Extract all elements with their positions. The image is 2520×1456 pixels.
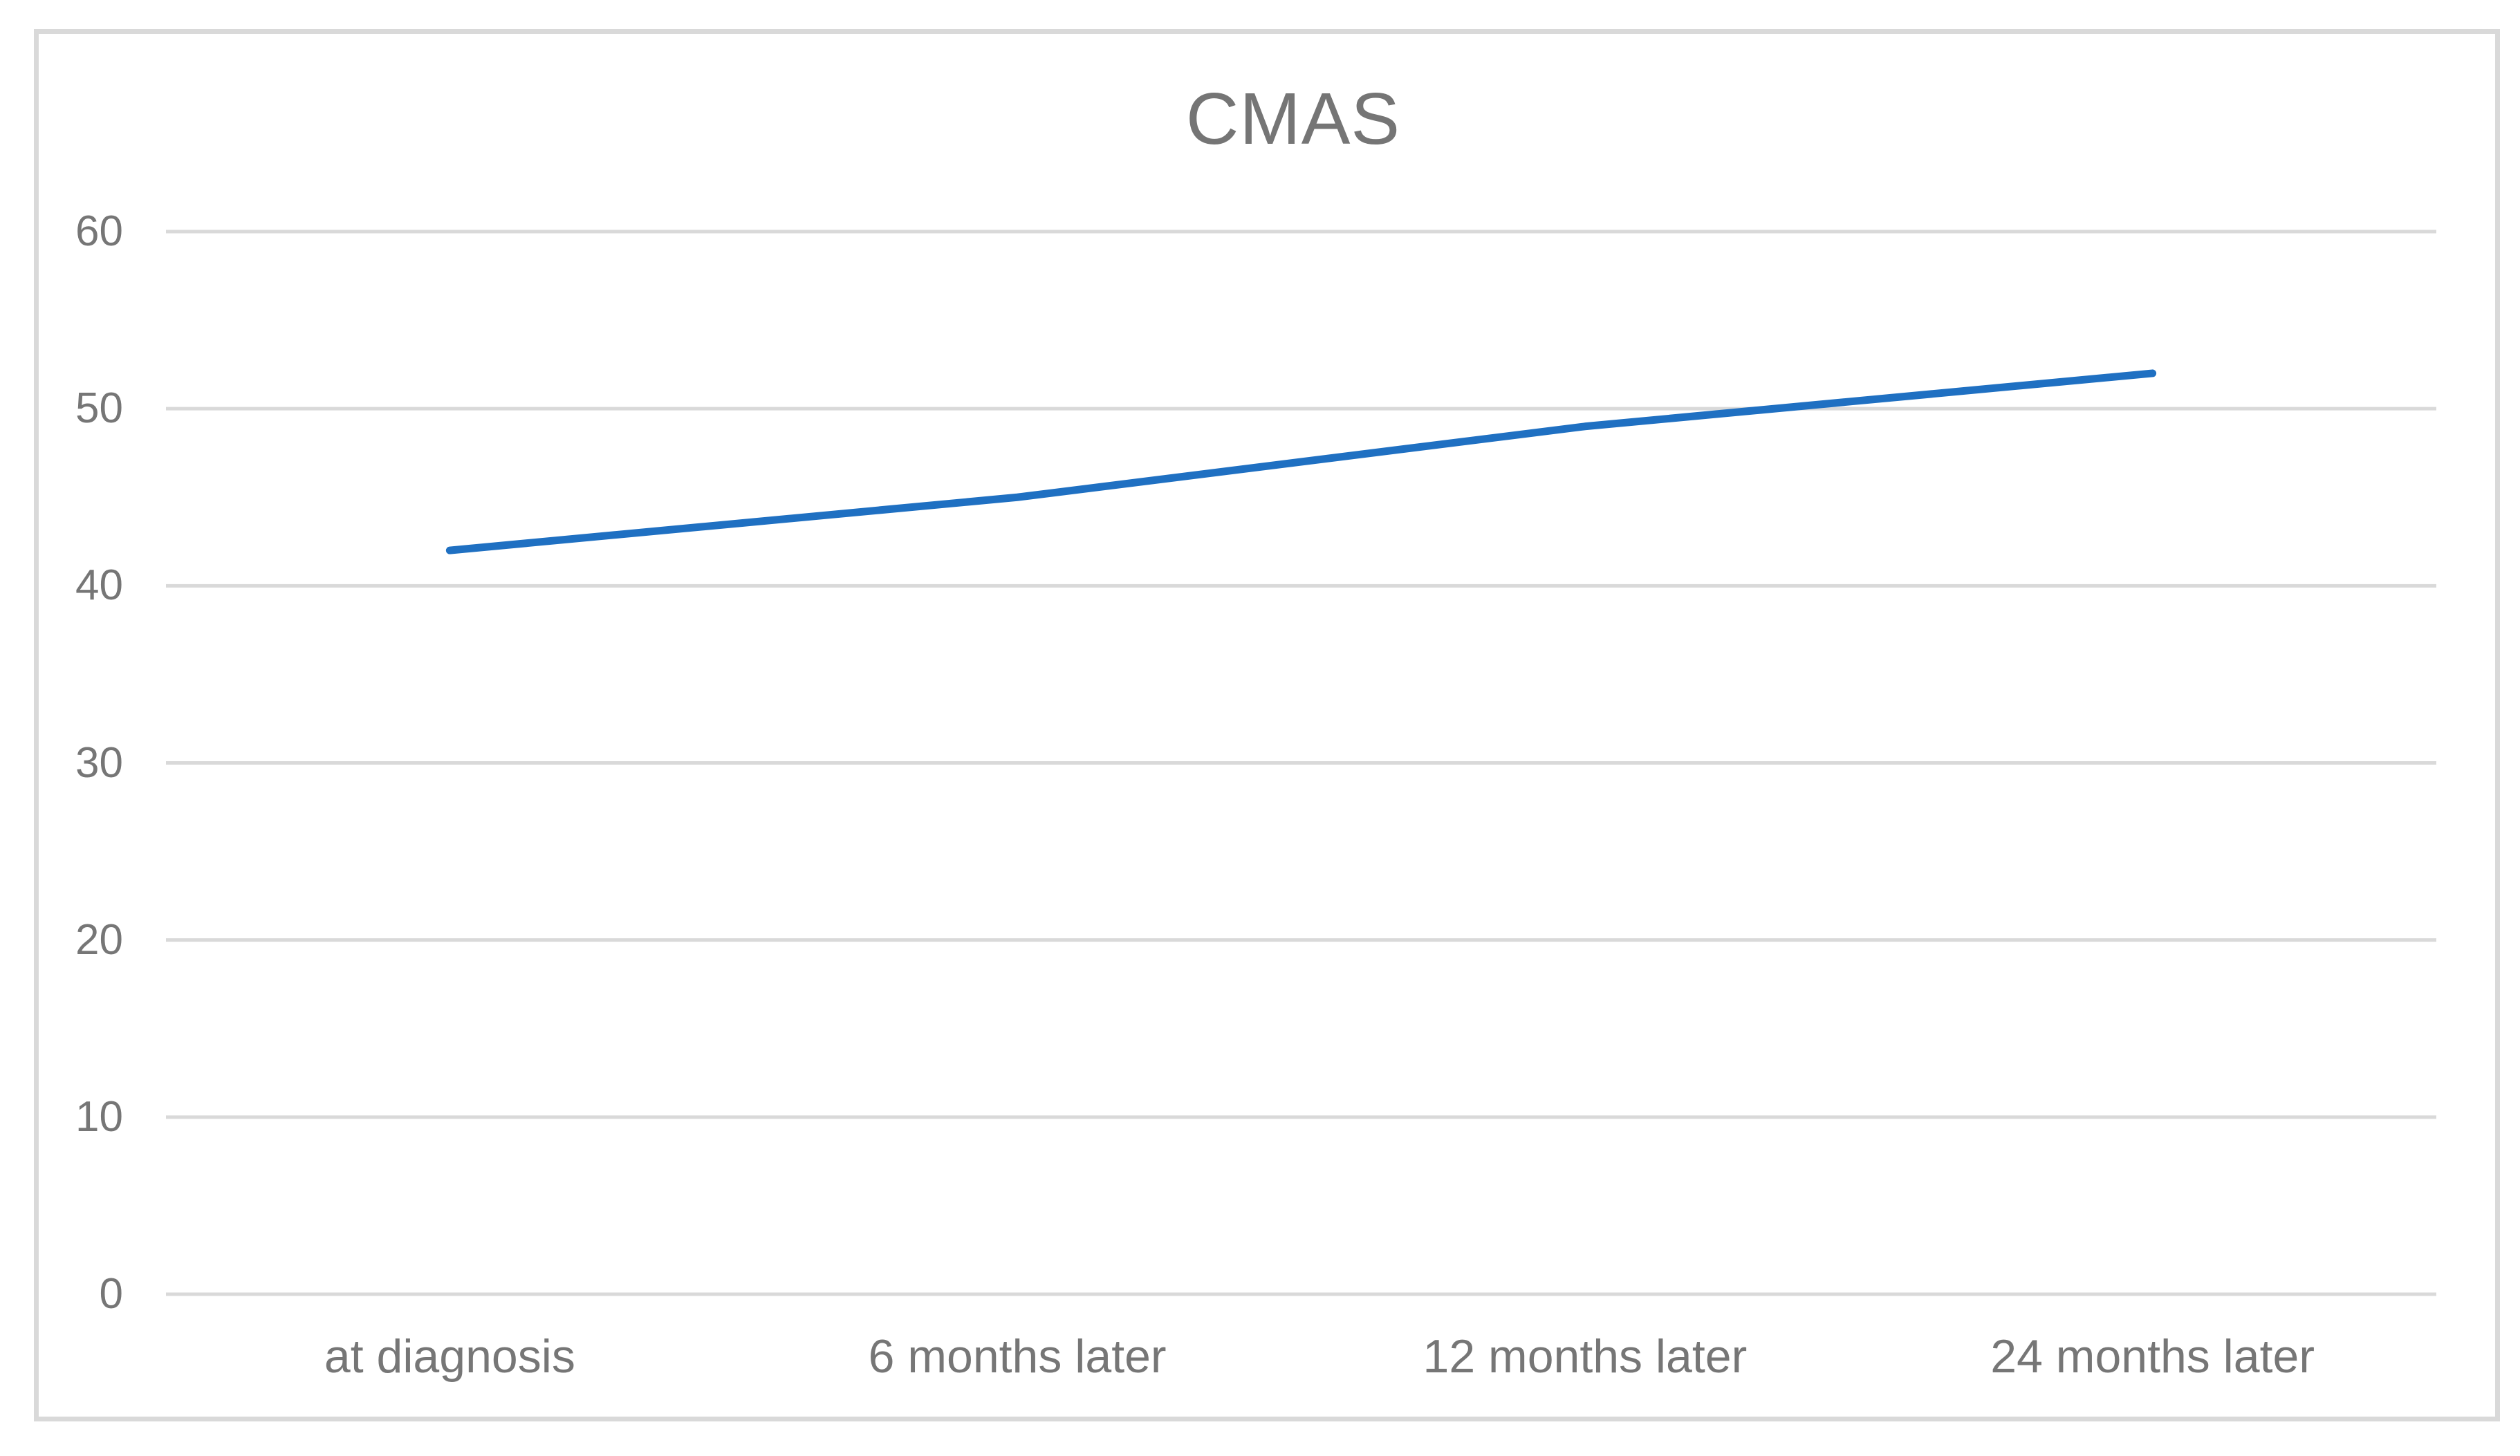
y-tick-label-60: 60 [75,207,123,255]
chart-frame [34,29,2500,1421]
y-tick-label-20: 20 [75,915,123,964]
x-category-label-3: 24 months later [1990,1330,2315,1383]
gridlines-group [166,230,2436,1296]
y-tick-label-50: 50 [75,384,123,433]
chart-title: CMAS [1185,78,1401,160]
x-category-label-1: 6 months later [868,1330,1167,1383]
x-category-label-2: 12 months later [1423,1330,1748,1383]
y-tick-label-40: 40 [75,561,123,610]
y-tick-label-0: 0 [99,1270,123,1318]
y-tick-label-10: 10 [75,1092,123,1141]
y-tick-label-30: 30 [75,738,123,787]
x-category-label-0: at diagnosis [324,1330,575,1383]
data-series-group [445,369,2157,554]
series-line-cmas [445,369,2157,554]
